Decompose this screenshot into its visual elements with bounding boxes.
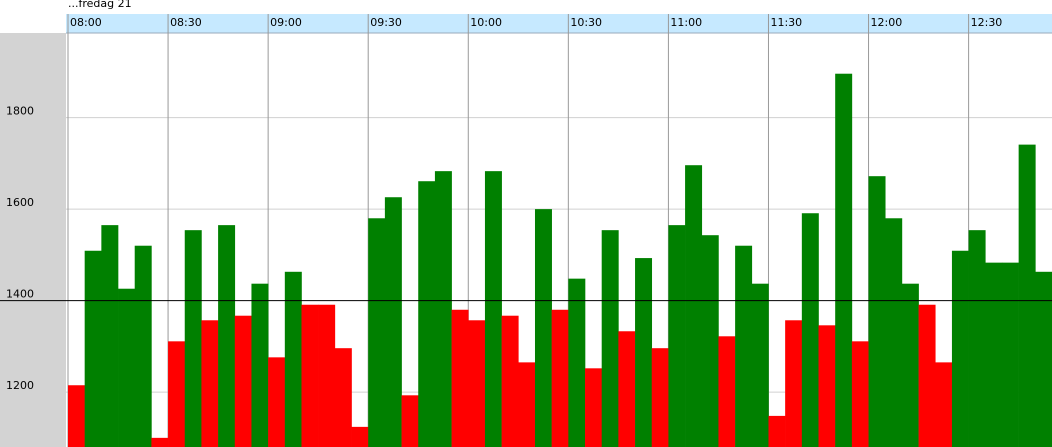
bar xyxy=(401,395,419,447)
bar xyxy=(534,209,552,447)
bar xyxy=(468,320,486,447)
y-tick-label: 1600 xyxy=(6,196,34,209)
bar xyxy=(585,368,602,447)
bar xyxy=(518,362,536,447)
bar xyxy=(151,437,169,447)
bar xyxy=(701,235,719,447)
bar xyxy=(168,341,186,447)
bar xyxy=(101,225,119,447)
x-tick-label: 10:00 xyxy=(470,16,502,29)
time-header xyxy=(66,14,1052,33)
bar xyxy=(334,348,352,447)
axis-panel xyxy=(0,33,66,447)
bar xyxy=(635,258,653,447)
bar xyxy=(268,357,286,447)
bar xyxy=(735,245,753,447)
bar xyxy=(801,213,819,447)
bar xyxy=(251,283,269,447)
x-tick-label: 08:00 xyxy=(70,16,102,29)
bar xyxy=(668,225,686,447)
x-tick-label: 11:00 xyxy=(670,16,702,29)
bar xyxy=(201,320,219,447)
bar xyxy=(618,331,636,447)
bar xyxy=(284,271,302,447)
bar xyxy=(501,315,519,447)
chart-title: ...fredag 21 xyxy=(68,0,132,10)
bar xyxy=(451,309,469,447)
bar xyxy=(968,230,986,447)
bar xyxy=(184,230,202,447)
bar xyxy=(434,171,452,447)
bar xyxy=(918,304,936,447)
x-tick-label: 11:30 xyxy=(770,16,802,29)
bar xyxy=(818,325,836,447)
bar xyxy=(1035,271,1052,447)
bar xyxy=(418,181,436,447)
bar xyxy=(484,171,502,447)
x-tick-label: 09:00 xyxy=(270,16,302,29)
bar xyxy=(318,304,336,447)
bar xyxy=(718,336,736,447)
y-tick-label: 1200 xyxy=(6,379,34,392)
x-tick-label: 10:30 xyxy=(570,16,602,29)
bar xyxy=(951,250,969,447)
bar xyxy=(835,73,853,447)
bar xyxy=(351,426,369,447)
bar xyxy=(234,315,252,447)
x-tick-label: 09:30 xyxy=(370,16,402,29)
bar xyxy=(885,218,903,447)
bar xyxy=(68,385,85,447)
bar xyxy=(985,262,1003,447)
y-tick-label: 1400 xyxy=(6,288,34,301)
bar xyxy=(1018,144,1036,447)
bar xyxy=(851,341,869,447)
bar xyxy=(868,176,886,447)
bar xyxy=(368,218,386,447)
bar xyxy=(651,348,669,447)
bar xyxy=(84,250,102,447)
bar xyxy=(218,225,236,447)
bar xyxy=(935,362,953,447)
bar xyxy=(601,230,619,447)
x-tick-label: 12:00 xyxy=(871,16,903,29)
x-tick-label: 08:30 xyxy=(170,16,202,29)
bar xyxy=(685,165,703,447)
bar xyxy=(751,283,769,447)
bar xyxy=(901,283,919,447)
bar xyxy=(118,288,136,447)
bar xyxy=(768,415,786,447)
bar xyxy=(301,304,319,447)
bar xyxy=(568,278,586,447)
bar xyxy=(384,197,402,447)
bar xyxy=(134,245,152,447)
x-tick-label: 12:30 xyxy=(971,16,1003,29)
bar xyxy=(785,320,803,447)
bar xyxy=(1001,262,1019,447)
y-tick-label: 1800 xyxy=(6,105,34,118)
bar xyxy=(551,309,569,447)
